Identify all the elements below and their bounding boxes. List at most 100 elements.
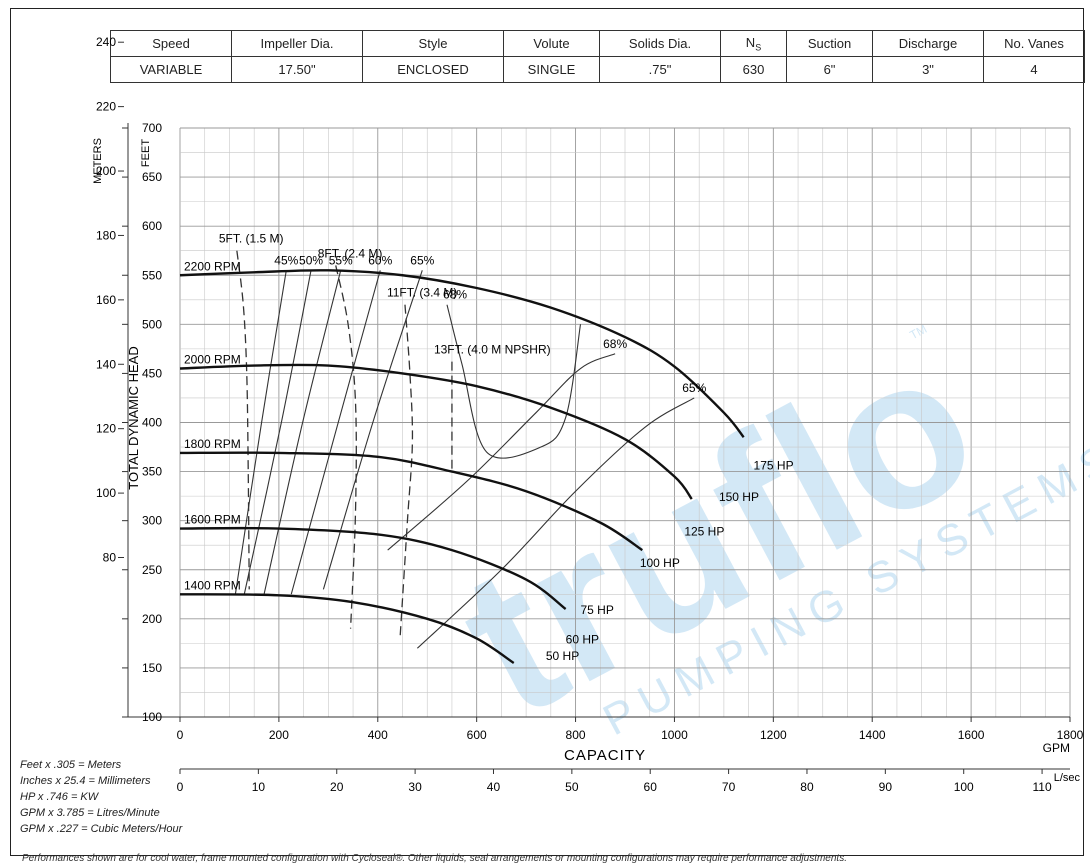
- hp-label: 100 HP: [640, 556, 680, 570]
- y-tick-label: 350: [142, 465, 162, 479]
- npsh-label: 11FT. (3.4 M): [387, 286, 457, 300]
- npsh-label: 8FT. (2.4 M): [318, 246, 383, 260]
- head-curve-label: 1800 RPM: [184, 437, 241, 451]
- y-tick-label: 500: [142, 317, 162, 331]
- spec-value-suction: 6": [786, 56, 873, 83]
- lsec-tick-label: 40: [487, 780, 501, 794]
- head-curve-label: 1600 RPM: [184, 513, 241, 527]
- y-tick-label: 600: [142, 219, 162, 233]
- y-tick-label: 550: [142, 268, 162, 282]
- chart-grid: [179, 127, 1071, 718]
- y-unit-label: FEET: [140, 139, 152, 167]
- spec-value-impeller: 17.50": [231, 56, 363, 83]
- spec-header-suction: Suction: [786, 30, 873, 57]
- y-tick-label: 450: [142, 366, 162, 380]
- y-tick-label: 700: [142, 121, 162, 135]
- spec-value-volute: SINGLE: [503, 56, 600, 83]
- head-curve: [179, 593, 515, 665]
- x-tick-label: 600: [467, 728, 487, 742]
- x-tick-label: 1200: [760, 728, 787, 742]
- spec-value-vanes: 4: [983, 56, 1085, 83]
- meter-tick-label: 180: [96, 228, 116, 242]
- meter-tick-label: 120: [96, 422, 116, 436]
- lsec-tick-label: 50: [565, 780, 579, 794]
- head-curve: [179, 526, 567, 610]
- hp-label: 75 HP: [581, 603, 614, 617]
- meter-tick-label: 140: [96, 357, 116, 371]
- head-curve-label: 2200 RPM: [184, 259, 241, 273]
- meter-tick-label: 240: [96, 35, 116, 49]
- meter-tick-label: 80: [103, 551, 117, 565]
- npsh-line: [236, 250, 250, 590]
- conversion-note: Feet x .305 = Meters: [20, 759, 122, 771]
- y-tick-label: 650: [142, 170, 162, 184]
- npsh-line: [335, 265, 357, 629]
- y-tick-label: 300: [142, 514, 162, 528]
- efficiency-line: [446, 304, 582, 459]
- lsec-tick-label: 100: [954, 780, 974, 794]
- y-tick-label: 200: [142, 612, 162, 626]
- efficiency-label: 50%: [299, 253, 323, 267]
- lsec-tick-label: 110: [1033, 780, 1052, 794]
- x-tick-label: 400: [368, 728, 388, 742]
- efficiency-label: 65%: [410, 253, 434, 267]
- y-tick-label: 150: [142, 661, 162, 675]
- x-tick-label: 800: [566, 728, 586, 742]
- hp-label: 50 HP: [546, 649, 579, 663]
- efficiency-line: [234, 270, 287, 595]
- y-axis-title: TOTAL DYNAMIC HEAD: [126, 346, 141, 490]
- meter-tick-label: 220: [96, 100, 116, 114]
- efficiency-label: 55%: [329, 253, 353, 267]
- chart-curves: [179, 250, 745, 665]
- head-curve-label: 2000 RPM: [184, 353, 241, 367]
- conversion-notes: Feet x .305 = Meters Inches x 25.4 = Mil…: [20, 757, 182, 837]
- spec-value-discharge: 3": [872, 56, 984, 83]
- spec-header-row: Speed Impeller Dia. Style Volute Solids …: [110, 30, 1085, 57]
- meter-tick-label: 100: [96, 486, 116, 500]
- lsec-tick-label: 90: [879, 780, 893, 794]
- efficiency-line: [243, 270, 312, 595]
- spec-value-row: VARIABLE 17.50" ENCLOSED SINGLE .75" 630…: [110, 56, 1085, 83]
- head-curve: [179, 363, 693, 500]
- efficiency-line: [263, 270, 342, 595]
- x-axis-title: CAPACITY: [564, 747, 646, 764]
- hp-label: 60 HP: [566, 632, 599, 646]
- spec-header-vanes: No. Vanes: [983, 30, 1085, 57]
- spec-value-style: ENCLOSED: [362, 56, 504, 83]
- meter-tick-label: 200: [96, 164, 116, 178]
- conversion-note: GPM x 3.785 = Litres/Minute: [20, 807, 160, 819]
- y-tick-label: 100: [142, 710, 162, 724]
- efficiency-label: 65%: [682, 381, 706, 395]
- spec-header-impeller: Impeller Dia.: [231, 30, 363, 57]
- npsh-label: 5FT. (1.5 M): [219, 232, 284, 246]
- spec-header-ns-main: N: [745, 34, 756, 50]
- x-tick-label: 1800: [1057, 728, 1084, 742]
- chart-axes: 1001502002503003504004505005506006507008…: [92, 35, 1084, 794]
- head-curve: [179, 269, 745, 438]
- spec-value-ns: 630: [720, 56, 787, 83]
- head-curve-label: 1400 RPM: [184, 578, 241, 592]
- efficiency-label: 60%: [368, 253, 392, 267]
- truflo-watermark: truflo PUMPING SYSTEMS TM: [426, 301, 1090, 760]
- efficiency-line: [387, 353, 616, 551]
- y2-unit-label: METERS: [92, 138, 104, 184]
- footnote: Performances shown are for cool water, f…: [22, 853, 847, 864]
- conversion-note: GPM x .227 = Cubic Meters/Hour: [20, 823, 183, 835]
- lsec-tick-label: 80: [800, 780, 814, 794]
- chart-labels: 45% 50% 55% 60% 65% 68% 68% 65% 5FT. (1.5 M) 8FT.…: [184, 232, 794, 663]
- meter-tick-label: 160: [96, 293, 116, 307]
- spec-value-speed: VARIABLE: [110, 56, 232, 83]
- spec-header-discharge: Discharge: [872, 30, 984, 57]
- conversion-note: HP x .746 = KW: [20, 791, 99, 803]
- npsh-line: [399, 304, 414, 639]
- efficiency-line: [290, 270, 381, 595]
- efficiency-line: [416, 397, 695, 649]
- efficiency-line: [322, 270, 423, 590]
- npsh-label: 13FT. (4.0 M NPSHR): [434, 343, 551, 357]
- spec-value-solids: .75": [599, 56, 721, 83]
- hp-label: 150 HP: [719, 490, 759, 504]
- head-curve: [179, 451, 643, 552]
- x-tick-label: 200: [269, 728, 289, 742]
- x-tick-label: 1400: [859, 728, 886, 742]
